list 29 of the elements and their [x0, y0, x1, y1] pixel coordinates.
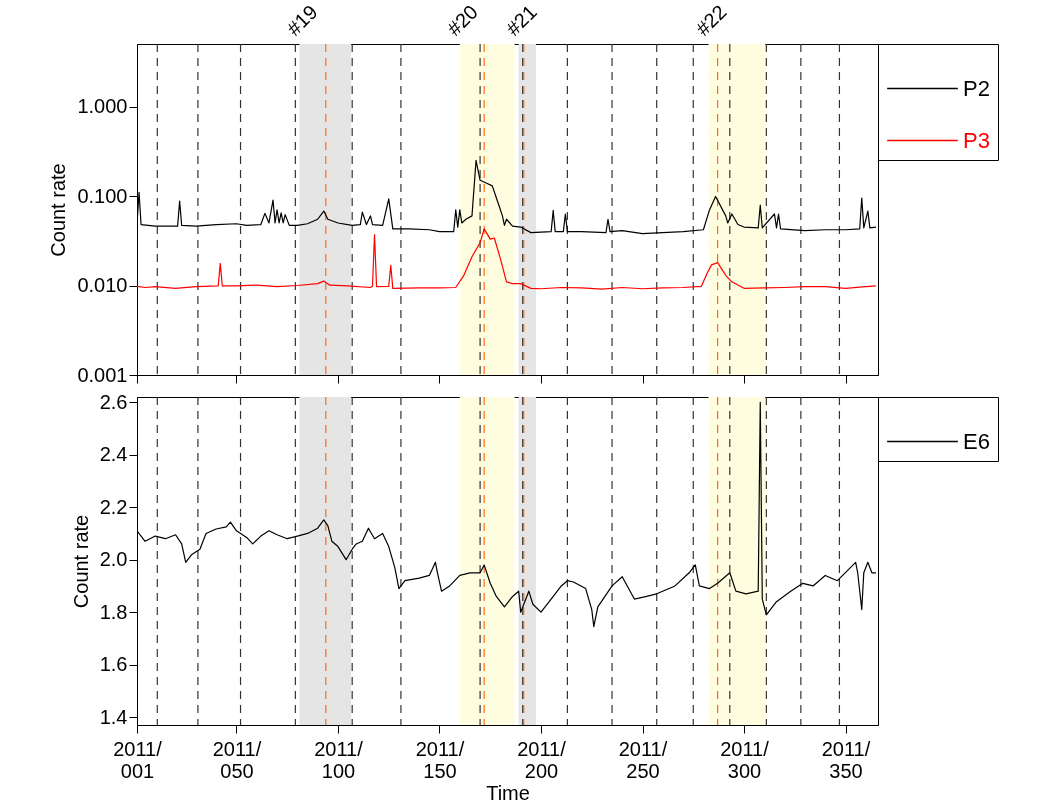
- y-tick-label: 0.010: [77, 274, 128, 297]
- band-label: #19: [282, 0, 322, 40]
- y-tick-label: 2.4: [99, 443, 128, 466]
- x-tick-label: 2011/ 200: [517, 737, 567, 782]
- y-axis-title: Count rate: [47, 163, 70, 257]
- legend-label: E6: [963, 428, 990, 454]
- y-tick-label: 0.100: [77, 184, 128, 207]
- x-tick-label: 2011/ 250: [618, 737, 668, 782]
- x-tick-label: 2011/ 150: [415, 737, 465, 782]
- legend-label: P3: [963, 127, 990, 153]
- x-tick-label: 2011/ 001: [113, 737, 163, 782]
- x-tick-label: 2011/ 350: [821, 737, 871, 782]
- y-tick-label: 1.000: [77, 95, 128, 118]
- band-label: #20: [442, 0, 482, 40]
- y-tick-label: 2.0: [99, 548, 128, 571]
- band-label: #22: [691, 0, 731, 40]
- x-tick-label: 2011/ 100: [314, 737, 364, 782]
- y-tick-label: 1.6: [99, 653, 128, 676]
- y-tick-label: 1.4: [99, 705, 128, 728]
- y-tick-label: 0.001: [77, 363, 128, 386]
- legend-label: P2: [963, 75, 990, 101]
- x-axis-title: Time: [486, 781, 530, 802]
- y-axis-title: Count rate: [69, 514, 92, 609]
- y-tick-label: 1.8: [99, 600, 128, 623]
- x-tick-label: 2011/ 300: [720, 737, 770, 782]
- band-label: #21: [501, 0, 541, 40]
- y-tick-label: 2.2: [99, 495, 128, 518]
- x-tick-label: 2011/ 050: [212, 737, 262, 782]
- y-tick-label: 2.6: [99, 390, 128, 413]
